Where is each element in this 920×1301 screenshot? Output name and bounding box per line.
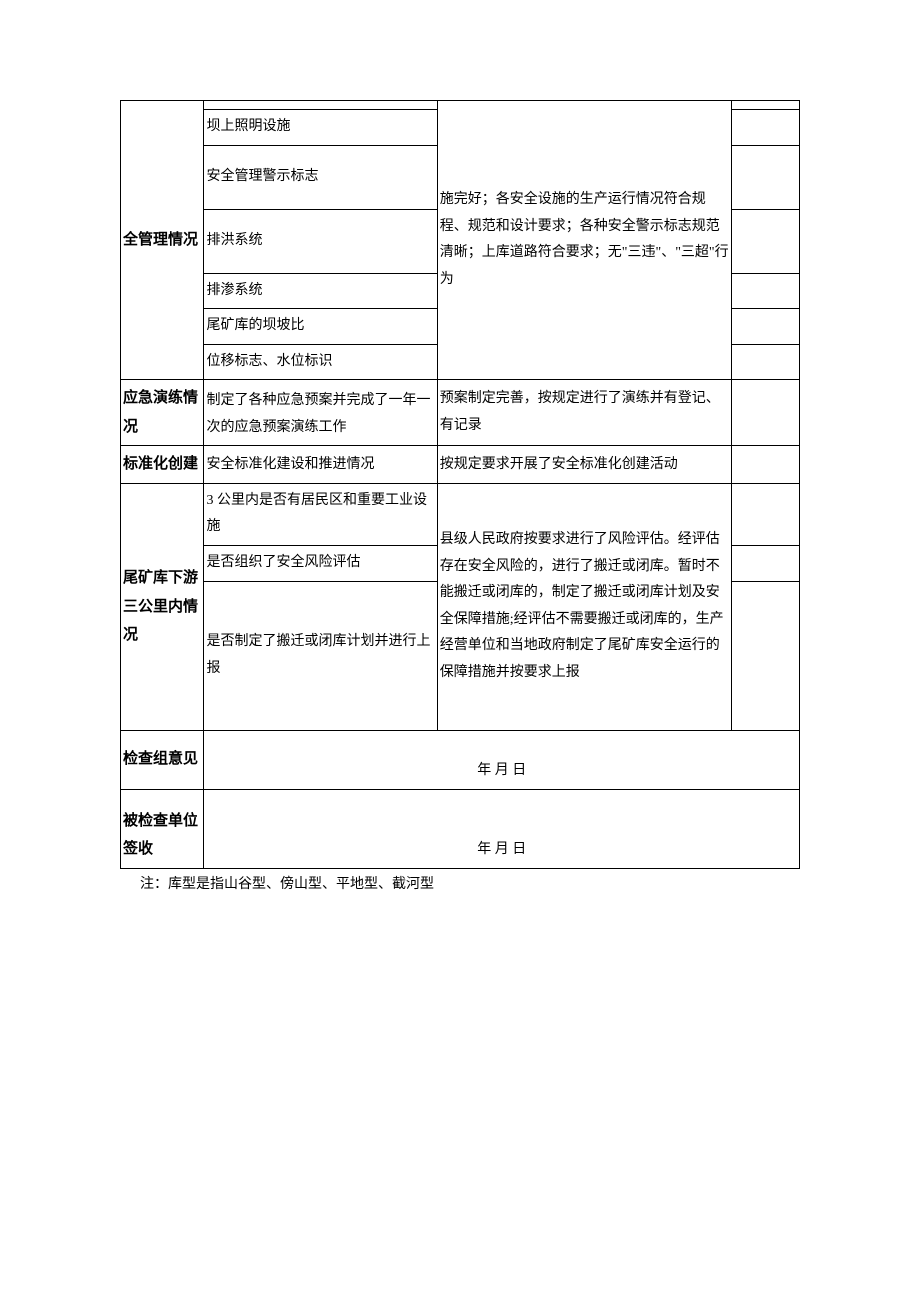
cell-result xyxy=(732,546,800,582)
cell-risk-eval: 是否组织了安全风险评估 xyxy=(204,546,437,582)
section-header-safety: 全管理情况 xyxy=(121,101,204,380)
cell-result xyxy=(732,101,800,110)
cell-relocation: 是否制定了搬迁或闭库计划并进行上报 xyxy=(204,581,437,730)
table-row: 尾矿库下游三公里内情况 3 公里内是否有居民区和重要工业设施 县级人民政府按要求… xyxy=(121,483,800,545)
cell-result xyxy=(732,380,800,446)
cell-result xyxy=(732,344,800,380)
cell-residents: 3 公里内是否有居民区和重要工业设施 xyxy=(204,483,437,545)
cell-standard-item: 安全标准化建设和推进情况 xyxy=(204,446,437,484)
inspection-table: 全管理情况 施完好；各安全设施的生产运行情况符合规程、规范和设计要求；各种安全警… xyxy=(120,100,800,869)
table-row: 被检查单位签收 年 月 日 xyxy=(121,789,800,868)
section-header-standard: 标准化创建 xyxy=(121,446,204,484)
cell-result xyxy=(732,273,800,309)
cell-seepage: 排渗系统 xyxy=(204,273,437,309)
table-row: 标准化创建 安全标准化建设和推进情况 按规定要求开展了安全标准化创建活动 xyxy=(121,446,800,484)
cell-standard-req: 按规定要求开展了安全标准化创建活动 xyxy=(437,446,732,484)
cell-blank xyxy=(204,101,437,110)
section-header-downstream: 尾矿库下游三公里内情况 xyxy=(121,483,204,730)
footnote: 注：库型是指山谷型、傍山型、平地型、截河型 xyxy=(120,869,800,893)
section-header-emergency: 应急演练情况 xyxy=(121,380,204,446)
cell-downstream-req: 县级人民政府按要求进行了风险评估。经评估存在安全风险的，进行了搬迁或闭库。暂时不… xyxy=(437,483,732,730)
cell-opinion-date: 年 月 日 xyxy=(204,730,800,789)
cell-sign-date: 年 月 日 xyxy=(204,789,800,868)
cell-flood: 排洪系统 xyxy=(204,209,437,273)
section-header-sign: 被检查单位签收 xyxy=(121,789,204,868)
section-header-opinion: 检查组意见 xyxy=(121,730,204,789)
cell-emergency-item: 制定了各种应急预案并完成了一年一次的应急预案演练工作 xyxy=(204,380,437,446)
cell-result xyxy=(732,145,800,209)
cell-result xyxy=(732,309,800,345)
cell-slope: 尾矿库的坝坡比 xyxy=(204,309,437,345)
cell-warning-sign: 安全管理警示标志 xyxy=(204,145,437,209)
cell-result xyxy=(732,581,800,730)
table-row: 检查组意见 年 月 日 xyxy=(121,730,800,789)
cell-result xyxy=(732,483,800,545)
table-row: 应急演练情况 制定了各种应急预案并完成了一年一次的应急预案演练工作 预案制定完善… xyxy=(121,380,800,446)
page-container: 全管理情况 施完好；各安全设施的生产运行情况符合规程、规范和设计要求；各种安全警… xyxy=(0,0,920,893)
cell-lighting: 坝上照明设施 xyxy=(204,110,437,146)
cell-disp: 位移标志、水位标识 xyxy=(204,344,437,380)
cell-result xyxy=(732,110,800,146)
cell-emergency-req: 预案制定完善，按规定进行了演练并有登记、有记录 xyxy=(437,380,732,446)
cell-safety-req: 施完好；各安全设施的生产运行情况符合规程、规范和设计要求；各种安全警示标志规范清… xyxy=(437,101,732,380)
table-row: 全管理情况 施完好；各安全设施的生产运行情况符合规程、规范和设计要求；各种安全警… xyxy=(121,101,800,110)
cell-result xyxy=(732,446,800,484)
cell-result xyxy=(732,209,800,273)
